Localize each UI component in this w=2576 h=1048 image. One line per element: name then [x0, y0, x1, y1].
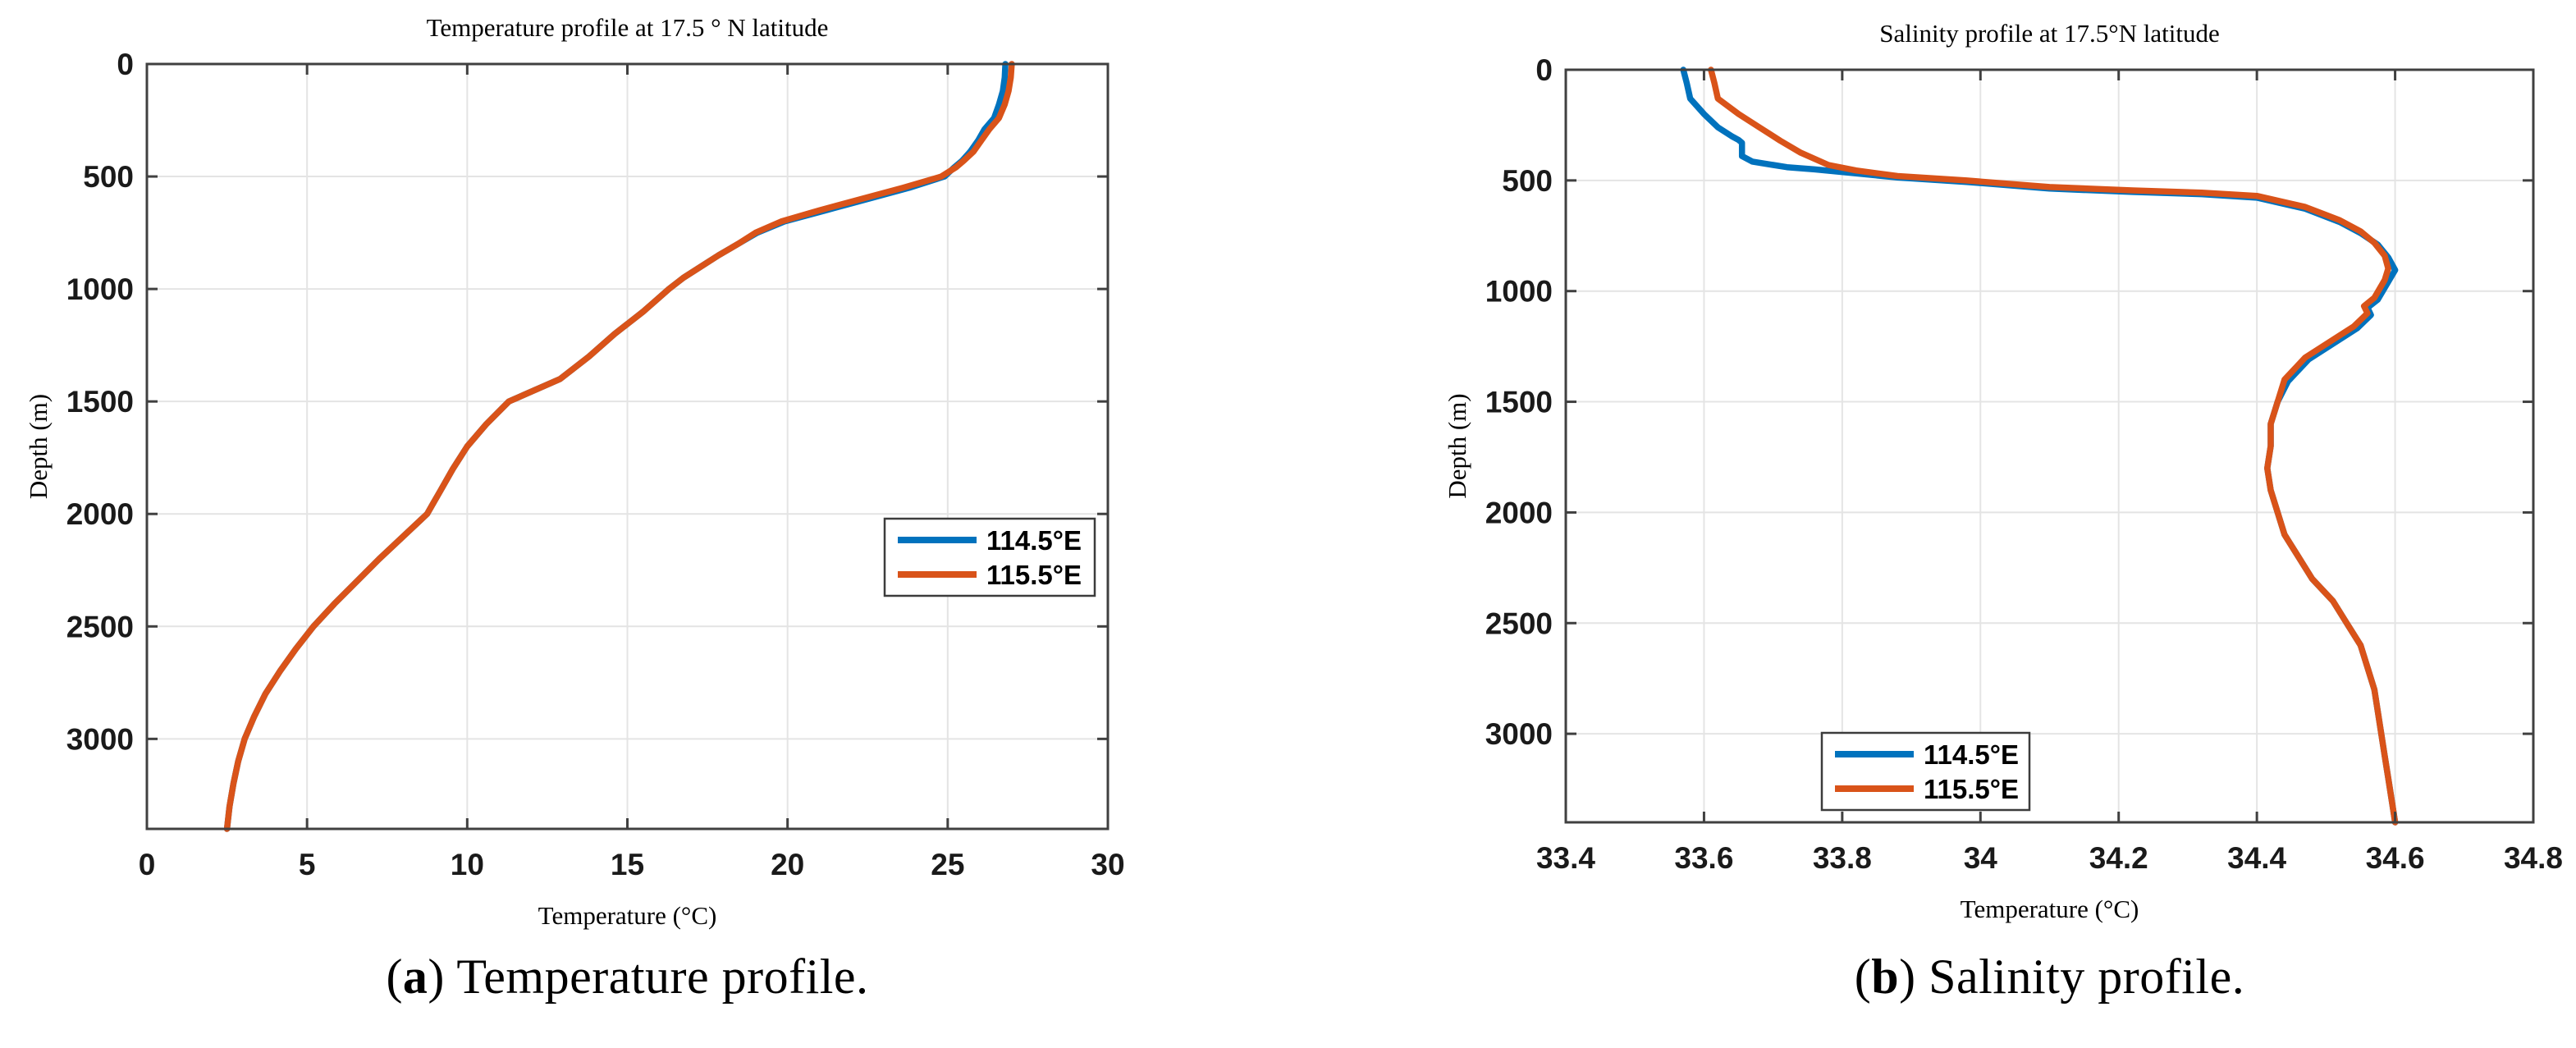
- caption-a-prefix: (: [386, 950, 403, 1004]
- y-tick-label: 0: [117, 48, 134, 81]
- x-tick-label: 5: [299, 848, 316, 881]
- x-axis-label: Temperature (°C): [538, 901, 717, 930]
- x-tick-label: 34: [1964, 841, 1998, 875]
- y-tick-label: 1500: [1485, 386, 1553, 419]
- legend-box: [883, 517, 1096, 597]
- chart-title: Temperature profile at 17.5 ° N latitude: [427, 13, 829, 42]
- chart-title: Salinity profile at 17.5°N latitude: [1879, 19, 2219, 48]
- figure-caption-a: (a) Temperature profile.: [147, 949, 1108, 1005]
- legend-box: [1820, 731, 2031, 812]
- y-tick-label: 2500: [1485, 606, 1553, 640]
- caption-b-prefix: (: [1854, 950, 1872, 1004]
- caption-b-suffix: ): [1899, 950, 1929, 1004]
- y-axis-label: Depth (m): [1443, 393, 1471, 498]
- caption-a-text: Temperature profile.: [456, 950, 869, 1004]
- y-axis-label: Depth (m): [24, 394, 53, 499]
- x-tick-label: 34.4: [2227, 841, 2286, 875]
- legend-entry-label: 114.5°E: [986, 525, 1082, 556]
- x-tick-label: 10: [451, 848, 484, 881]
- legend-entry-label: 114.5°E: [1924, 739, 2019, 770]
- x-tick-label: 33.4: [1536, 841, 1595, 875]
- temperature-chart: 0 5 10 15 20 25 30 0 500 1000 1500 2000 2500 3000 Temp…: [24, 13, 1125, 930]
- y-tick-label: 2500: [66, 610, 134, 643]
- x-tick-label: 33.6: [1674, 841, 1733, 875]
- x-tick-label: 0: [139, 848, 156, 881]
- series-line-114.5°E: [1680, 66, 2399, 826]
- x-tick-label: 25: [931, 848, 964, 881]
- charts-canvas: 0 5 10 15 20 25 30 0 500 1000 1500 2000 2500 3000 Temp…: [24, 13, 2563, 930]
- legend-entry-label: 115.5°E: [1924, 774, 2019, 804]
- x-tick-label: 30: [1091, 848, 1124, 881]
- y-tick-label: 3000: [1485, 717, 1553, 751]
- salinity-chart: 33.4 33.6 33.8 34 34.2 34.4 34.6 34.8 0 500 1000 15…: [1443, 19, 2563, 923]
- caption-a-letter: a: [402, 950, 428, 1004]
- caption-b-letter: b: [1871, 950, 1900, 1004]
- y-tick-label: 500: [1502, 164, 1553, 198]
- y-tick-label: 1000: [66, 272, 134, 306]
- legend: 114.5°E 115.5°E: [883, 517, 1096, 597]
- x-axis-label: Temperature (°C): [1961, 895, 2139, 923]
- series-line-115.5°E: [223, 61, 1015, 832]
- caption-a-suffix: ): [428, 950, 457, 1004]
- y-tick-label: 3000: [66, 722, 134, 756]
- caption-b-text: Salinity profile.: [1929, 950, 2245, 1004]
- series-line-114.5°E: [223, 61, 1009, 832]
- x-tick-label: 34.8: [2504, 841, 2563, 875]
- legend: 114.5°E 115.5°E: [1820, 731, 2031, 812]
- x-tick-label: 20: [771, 848, 804, 881]
- x-tick-label: 34.6: [2366, 841, 2425, 875]
- x-tick-label: 34.2: [2089, 841, 2148, 875]
- y-tick-label: 2000: [66, 497, 134, 531]
- y-tick-label: 2000: [1485, 496, 1553, 529]
- y-tick-label: 500: [83, 160, 134, 194]
- x-tick-label: 33.8: [1813, 841, 1872, 875]
- axes-box: [1564, 68, 2535, 824]
- y-tick-label: 1500: [66, 385, 134, 419]
- y-tick-label: 1000: [1485, 275, 1553, 309]
- legend-entry-label: 115.5°E: [986, 560, 1082, 590]
- series-line-115.5°E: [1708, 66, 2399, 826]
- y-tick-label: 0: [1535, 53, 1553, 87]
- x-tick-label: 15: [611, 848, 644, 881]
- figure-caption-b: (b) Salinity profile.: [1566, 949, 2533, 1005]
